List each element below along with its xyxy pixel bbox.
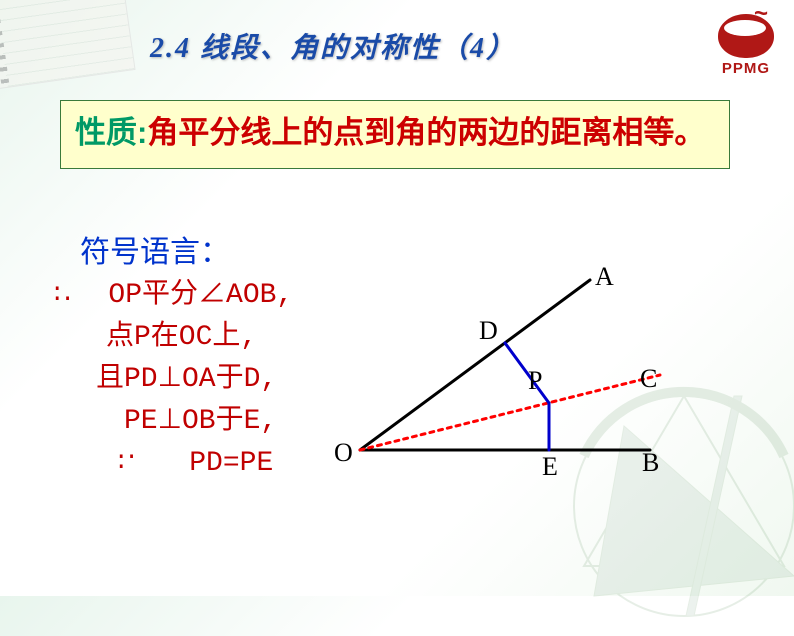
point-label-B: B — [642, 448, 659, 478]
because-symbol: ··· — [50, 285, 71, 305]
logo-text: PPMG — [718, 60, 774, 77]
symbol-line-3: 且PD⊥OA于D, — [96, 359, 370, 401]
point-label-E: E — [542, 452, 558, 482]
symbol-line-1: ··· OP平分∠AOB, — [50, 275, 370, 317]
sym-text-5: PD=PE — [189, 448, 273, 479]
notebook-decoration — [0, 0, 136, 89]
symbol-title: 符号语言： — [80, 230, 370, 275]
point-label-A: A — [595, 262, 614, 292]
property-label: 性质 — [75, 115, 137, 150]
logo-icon — [718, 14, 774, 58]
sym-text-1: OP平分∠AOB, — [108, 280, 293, 311]
point-label-D: D — [479, 316, 498, 346]
angle-bisector-diagram: OABCDEP — [330, 270, 710, 500]
therefore-symbol: ··· — [114, 453, 135, 473]
point-label-O: O — [334, 438, 353, 468]
point-label-P: P — [528, 366, 542, 396]
property-text: 角平分线上的点到角的两边的距离相等。 — [147, 115, 705, 150]
ppmg-logo: PPMG — [718, 14, 774, 77]
symbol-language-section: 符号语言： ··· OP平分∠AOB, 点P在OC上, 且PD⊥OA于D, PE… — [50, 230, 370, 485]
point-label-C: C — [640, 364, 657, 394]
property-box: 性质:角平分线上的点到角的两边的距离相等。 — [60, 100, 730, 169]
slide-title: 2.4 线段、角的对称性（4） — [150, 26, 516, 66]
property-colon: : — [137, 115, 147, 150]
